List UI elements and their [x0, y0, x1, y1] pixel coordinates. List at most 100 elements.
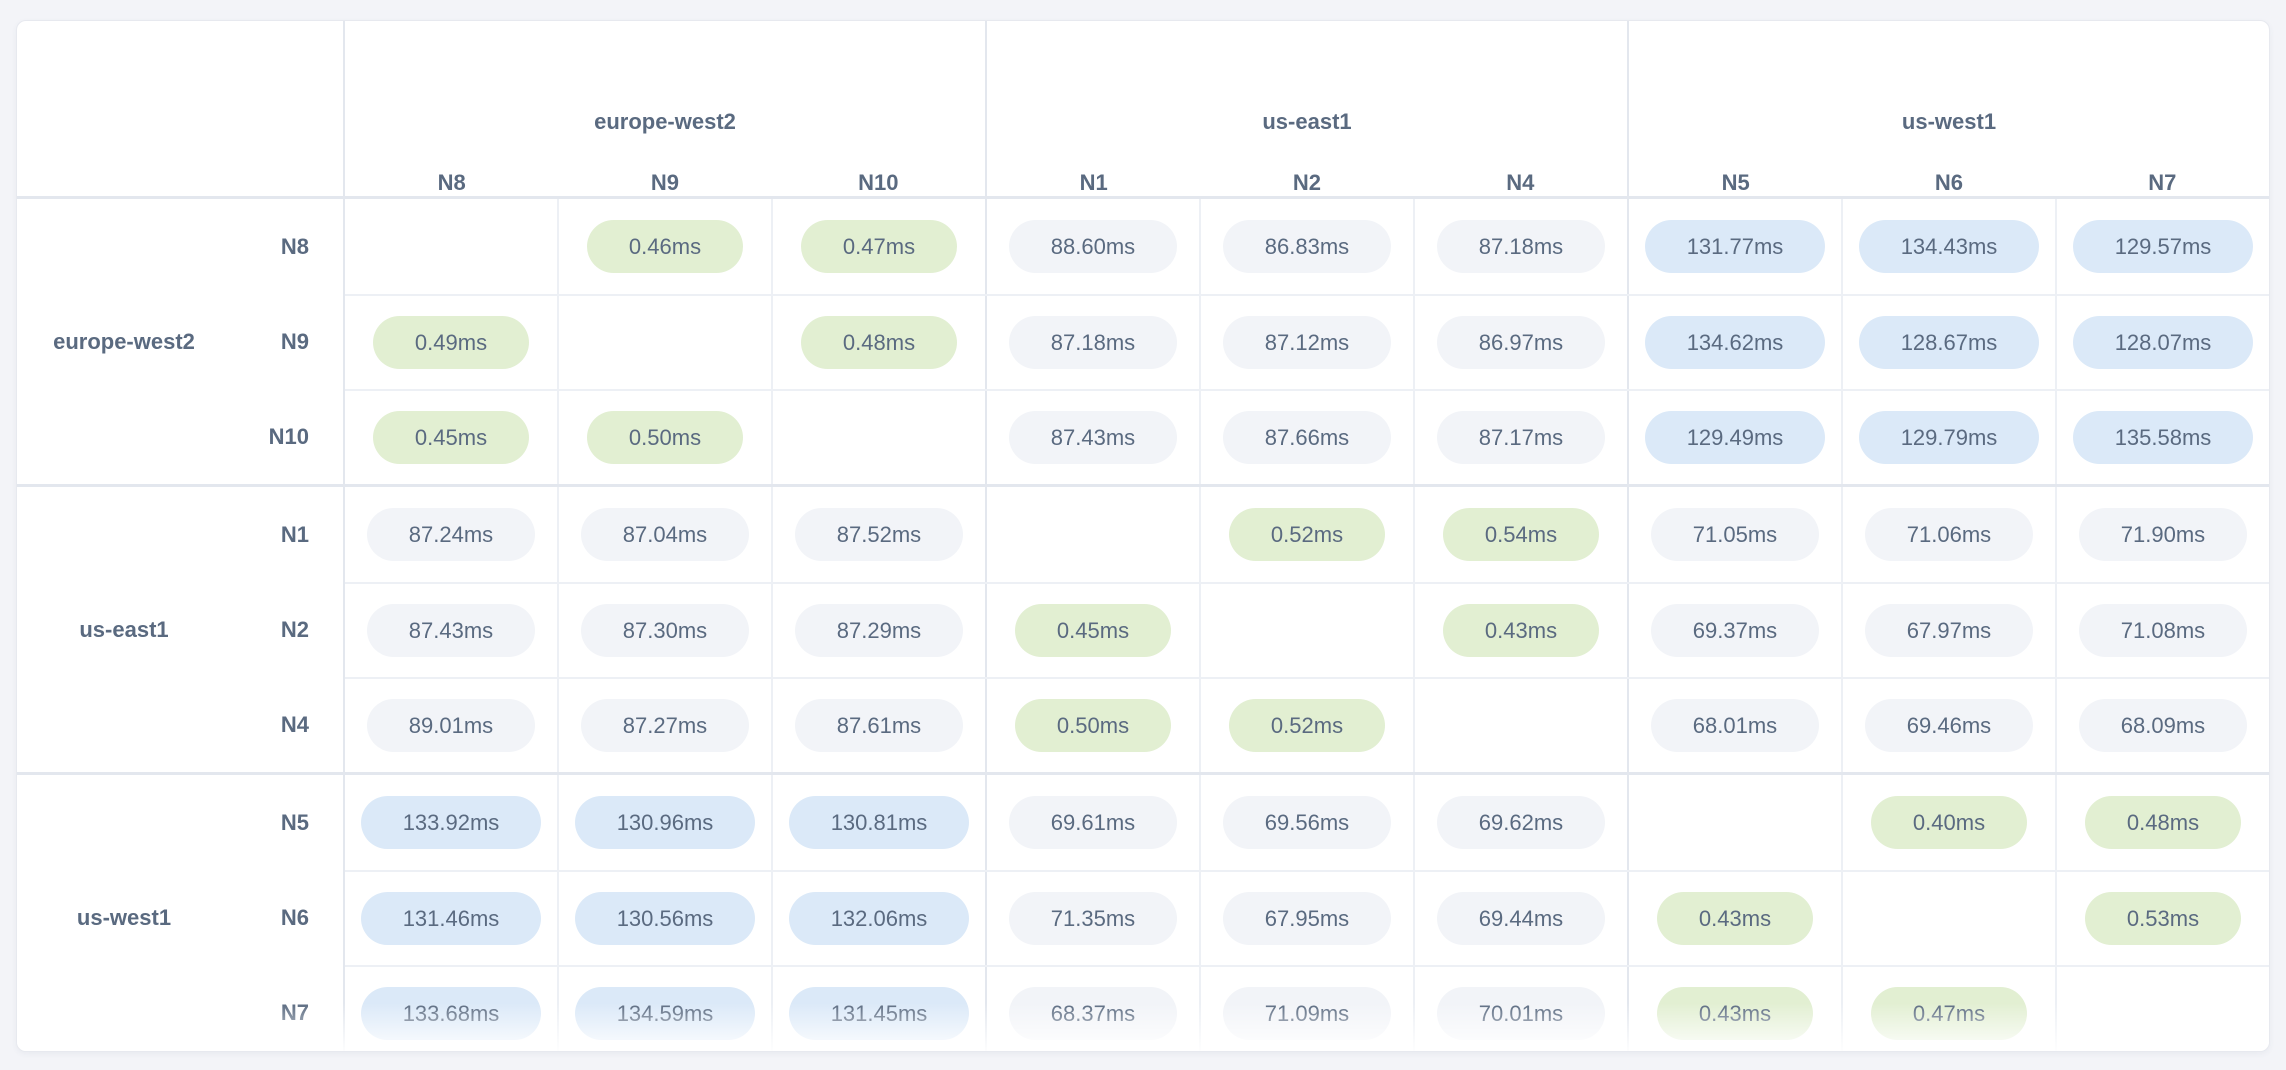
latency-row: 0.46ms 0.47ms 88.60ms 86.83ms 87.18ms 131.77m…	[345, 199, 2269, 294]
latency-row: 0.49ms 0.48ms 87.18ms 87.12ms 86.97ms 134.62m…	[345, 294, 2269, 389]
latency-pill: 68.37ms	[1008, 987, 1178, 1040]
latency-cell: 129.57ms	[2055, 199, 2269, 294]
row-group-europe-west2: europe-west2 N8 N9 N10 0.46ms 0.47ms 88.60ms 86…	[17, 199, 2269, 484]
latency-row: 0.45ms 0.50ms 87.43ms 87.66ms 87.17ms 129.49m…	[345, 389, 2269, 484]
latency-pill: 132.06ms	[788, 892, 970, 945]
latency-pill: 129.49ms	[1644, 411, 1826, 464]
latency-pill: 131.45ms	[788, 987, 970, 1040]
row-node-label: N10	[268, 423, 309, 449]
latency-cell: 71.05ms	[1627, 487, 1841, 582]
latency-cell: 0.45ms	[985, 584, 1199, 677]
column-node-label: N4	[1506, 170, 1535, 195]
latency-pill: 0.47ms	[1870, 987, 2028, 1040]
row-group-label-cell: us-west1 N5 N6 N7	[17, 775, 345, 1051]
latency-cell: 89.01ms	[345, 679, 557, 772]
latency-pill: 133.68ms	[360, 987, 542, 1040]
latency-cell: 0.45ms	[345, 391, 557, 484]
row-node-label: N8	[280, 233, 309, 259]
latency-pill: 0.43ms	[1656, 892, 1814, 945]
latency-pill: 69.46ms	[1864, 699, 2034, 752]
column-region-name: europe-west2	[594, 109, 736, 134]
latency-cell: 134.59ms	[557, 967, 771, 1051]
latency-pill: 130.96ms	[574, 796, 756, 849]
row-group-label-cell: europe-west2 N8 N9 N10	[17, 199, 345, 484]
latency-cell: 88.60ms	[985, 199, 1199, 294]
latency-cell: 131.46ms	[345, 872, 557, 965]
row-node-label: N7	[280, 999, 309, 1025]
latency-cell: 0.48ms	[771, 296, 985, 389]
latency-row: 87.43ms 87.30ms 87.29ms 0.45ms 0.43ms 69.37ms…	[345, 582, 2269, 677]
latency-cell: 0.53ms	[2055, 872, 2269, 965]
latency-pill: 87.27ms	[580, 699, 750, 752]
latency-pill: 0.47ms	[800, 220, 958, 273]
latency-cell: 87.66ms	[1199, 391, 1413, 484]
latency-pill: 134.43ms	[1858, 220, 2040, 273]
latency-cell: 87.52ms	[771, 487, 985, 582]
latency-pill: 70.01ms	[1436, 987, 1606, 1040]
latency-pill: 71.09ms	[1222, 987, 1392, 1040]
latency-cell: 135.58ms	[2055, 391, 2269, 484]
latency-pill: 87.18ms	[1008, 316, 1178, 369]
latency-pill: 87.43ms	[366, 604, 536, 657]
latency-cell: 69.37ms	[1627, 584, 1841, 677]
latency-pill: 0.54ms	[1442, 508, 1600, 561]
row-node-labels: N8 N9 N10	[231, 199, 343, 484]
latency-cell: 87.18ms	[985, 296, 1199, 389]
column-region-name: us-east1	[1262, 109, 1352, 134]
row-node-label: N5	[280, 809, 309, 835]
column-node-label: N1	[1079, 170, 1108, 195]
latency-pill: 71.08ms	[2078, 604, 2248, 657]
latency-pill: 68.01ms	[1650, 699, 1820, 752]
latency-cell: 0.43ms	[1627, 872, 1841, 965]
latency-pill: 0.40ms	[1870, 796, 2028, 849]
latency-cell: 0.43ms	[1627, 967, 1841, 1051]
latency-pill: 87.66ms	[1222, 411, 1392, 464]
latency-pill: 131.77ms	[1644, 220, 1826, 273]
latency-cell: 133.68ms	[345, 967, 557, 1051]
latency-pill: 131.46ms	[360, 892, 542, 945]
latency-pill: 87.04ms	[580, 508, 750, 561]
latency-cell: 71.08ms	[2055, 584, 2269, 677]
column-group-header-europe-west2: europe-west2 N8 N9 N10	[345, 21, 985, 196]
latency-cell: 71.35ms	[985, 872, 1199, 965]
latency-pill: 69.61ms	[1008, 796, 1178, 849]
latency-pill: 133.92ms	[360, 796, 542, 849]
latency-cell: 67.95ms	[1199, 872, 1413, 965]
latency-cell: 132.06ms	[771, 872, 985, 965]
latency-pill: 0.48ms	[2084, 796, 2242, 849]
latency-self-cell	[557, 296, 771, 389]
row-node-labels: N1 N2 N4	[231, 487, 343, 772]
latency-pill: 135.58ms	[2072, 411, 2254, 464]
latency-pill: 68.09ms	[2078, 699, 2248, 752]
row-node-label: N2	[280, 616, 309, 642]
latency-cell: 71.90ms	[2055, 487, 2269, 582]
latency-cell: 87.43ms	[345, 584, 557, 677]
row-region-name: europe-west2	[53, 328, 195, 354]
latency-pill: 71.06ms	[1864, 508, 2034, 561]
latency-cell: 134.62ms	[1627, 296, 1841, 389]
latency-pill: 0.43ms	[1442, 604, 1600, 657]
latency-cell: 130.56ms	[557, 872, 771, 965]
row-node-labels: N5 N6 N7	[231, 775, 343, 1051]
latency-cell: 0.50ms	[557, 391, 771, 484]
latency-pill: 69.44ms	[1436, 892, 1606, 945]
latency-pill: 67.97ms	[1864, 604, 2034, 657]
latency-cell: 71.06ms	[1841, 487, 2055, 582]
latency-cell: 69.62ms	[1413, 775, 1627, 870]
latency-cell: 0.47ms	[771, 199, 985, 294]
latency-pill: 69.62ms	[1436, 796, 1606, 849]
matrix-corner-cell	[17, 21, 345, 196]
latency-cell: 87.30ms	[557, 584, 771, 677]
latency-pill: 0.45ms	[1014, 604, 1172, 657]
latency-cell: 86.97ms	[1413, 296, 1627, 389]
row-group-rows: 133.92ms 130.96ms 130.81ms 69.61ms 69.56ms 69…	[345, 775, 2269, 1051]
latency-cell: 69.61ms	[985, 775, 1199, 870]
latency-pill: 130.56ms	[574, 892, 756, 945]
latency-cell: 134.43ms	[1841, 199, 2055, 294]
latency-pill: 69.56ms	[1222, 796, 1392, 849]
column-group-header-us-east1: us-east1 N1 N2 N4	[985, 21, 1627, 196]
latency-pill: 86.83ms	[1222, 220, 1392, 273]
column-node-label: N8	[437, 170, 466, 195]
latency-cell: 87.27ms	[557, 679, 771, 772]
page: { "colors": { "page_bg": "#f3f4f8", "car…	[0, 20, 2286, 1070]
